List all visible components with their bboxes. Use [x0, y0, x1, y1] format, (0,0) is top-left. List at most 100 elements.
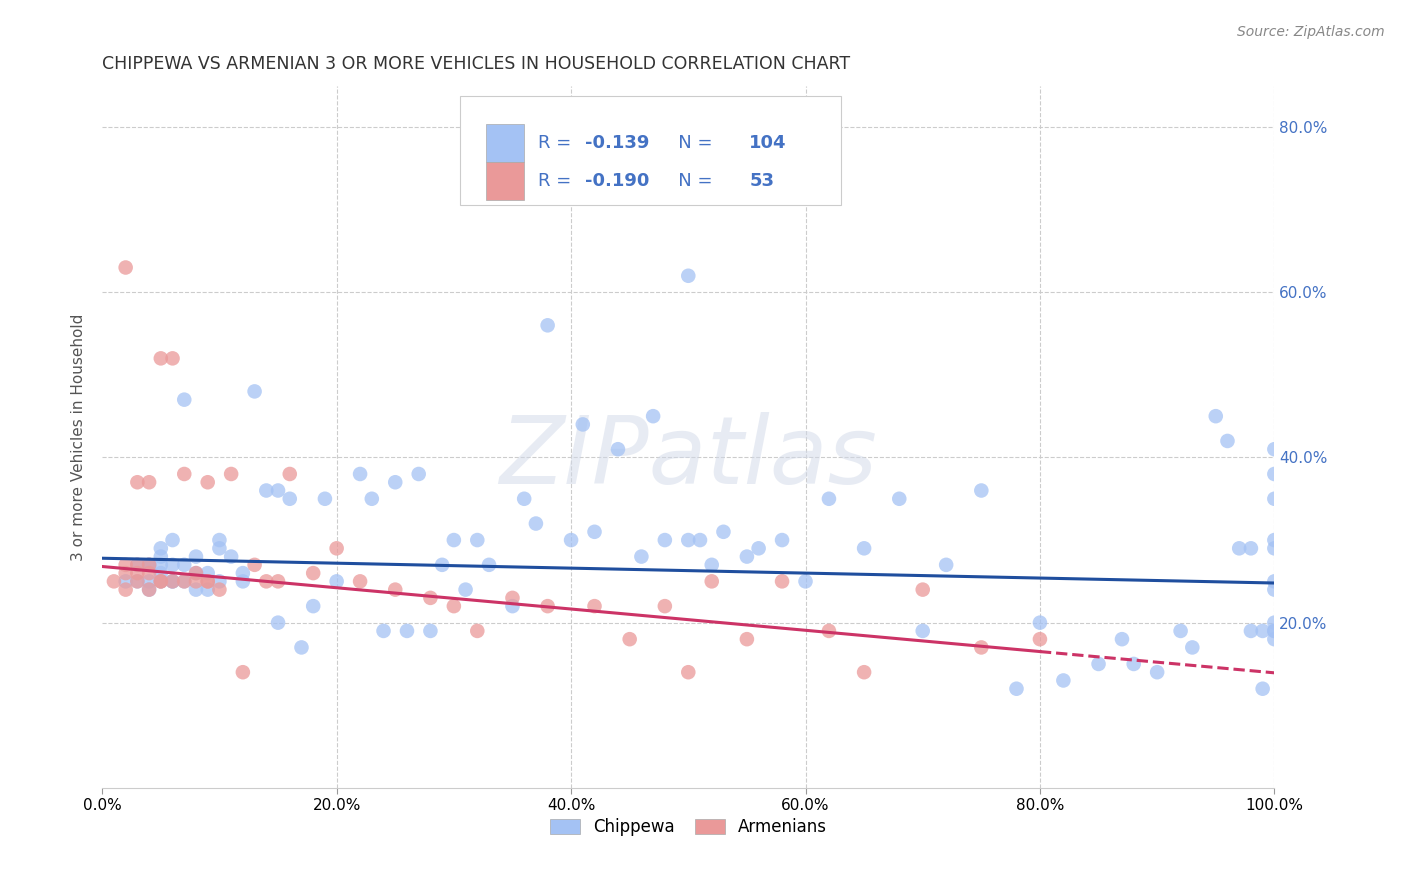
- Point: [184, 549, 207, 564]
- Point: [149, 566, 172, 580]
- Legend: Chippewa, Armenians: Chippewa, Armenians: [543, 812, 834, 843]
- Point: [818, 624, 841, 638]
- Point: [572, 417, 595, 432]
- Point: [1087, 657, 1109, 671]
- Point: [501, 599, 523, 614]
- Point: [114, 566, 136, 580]
- Point: [1263, 582, 1285, 597]
- Point: [325, 541, 347, 556]
- Point: [197, 574, 219, 589]
- Point: [278, 491, 301, 506]
- Text: CHIPPEWA VS ARMENIAN 3 OR MORE VEHICLES IN HOUSEHOLD CORRELATION CHART: CHIPPEWA VS ARMENIAN 3 OR MORE VEHICLES …: [103, 55, 851, 73]
- Point: [254, 574, 277, 589]
- Point: [219, 467, 242, 481]
- Point: [583, 599, 606, 614]
- Point: [384, 475, 406, 490]
- Point: [1263, 615, 1285, 630]
- Point: [794, 574, 817, 589]
- Point: [1263, 467, 1285, 481]
- Point: [103, 574, 125, 589]
- Point: [1216, 434, 1239, 448]
- Point: [935, 558, 957, 572]
- Point: [149, 351, 172, 366]
- Point: [524, 516, 547, 531]
- Point: [853, 541, 876, 556]
- Point: [465, 533, 488, 547]
- Point: [1251, 624, 1274, 638]
- Point: [560, 533, 582, 547]
- Point: [970, 640, 993, 655]
- Point: [162, 574, 184, 589]
- Point: [149, 558, 172, 572]
- Text: 104: 104: [749, 134, 787, 153]
- Point: [443, 533, 465, 547]
- Point: [302, 566, 325, 580]
- Point: [1181, 640, 1204, 655]
- Point: [184, 566, 207, 580]
- Point: [700, 574, 723, 589]
- Point: [654, 599, 676, 614]
- Point: [127, 574, 149, 589]
- Point: [219, 549, 242, 564]
- Point: [254, 483, 277, 498]
- Point: [162, 558, 184, 572]
- Point: [678, 268, 700, 283]
- Point: [114, 582, 136, 597]
- Point: [853, 665, 876, 680]
- Point: [395, 624, 418, 638]
- Point: [267, 615, 290, 630]
- Point: [149, 574, 172, 589]
- Point: [184, 574, 207, 589]
- Point: [208, 574, 231, 589]
- Point: [1240, 624, 1263, 638]
- Point: [138, 558, 160, 572]
- Point: [607, 442, 630, 457]
- Point: [267, 483, 290, 498]
- Point: [149, 574, 172, 589]
- Point: [173, 467, 195, 481]
- Point: [232, 566, 254, 580]
- Point: [114, 558, 136, 572]
- Point: [1052, 673, 1074, 688]
- Point: [1005, 681, 1028, 696]
- Point: [114, 260, 136, 275]
- Point: [243, 384, 266, 399]
- Point: [1263, 624, 1285, 638]
- Point: [243, 558, 266, 572]
- Point: [127, 558, 149, 572]
- Point: [654, 533, 676, 547]
- FancyBboxPatch shape: [485, 124, 524, 162]
- Point: [1263, 541, 1285, 556]
- Point: [419, 591, 441, 605]
- Text: -0.139: -0.139: [585, 134, 650, 153]
- Point: [501, 591, 523, 605]
- Point: [290, 640, 312, 655]
- Point: [197, 574, 219, 589]
- Point: [197, 475, 219, 490]
- Text: 53: 53: [749, 172, 775, 190]
- Text: N =: N =: [661, 172, 718, 190]
- Y-axis label: 3 or more Vehicles in Household: 3 or more Vehicles in Household: [72, 313, 86, 560]
- Text: -0.190: -0.190: [585, 172, 650, 190]
- Point: [173, 574, 195, 589]
- Point: [127, 574, 149, 589]
- Point: [1263, 442, 1285, 457]
- Point: [114, 574, 136, 589]
- Point: [1029, 615, 1052, 630]
- Point: [478, 558, 501, 572]
- Point: [889, 491, 911, 506]
- Point: [138, 558, 160, 572]
- Point: [443, 599, 465, 614]
- Point: [1263, 533, 1285, 547]
- Point: [748, 541, 770, 556]
- Point: [162, 351, 184, 366]
- Point: [173, 574, 195, 589]
- Point: [173, 392, 195, 407]
- Point: [184, 566, 207, 580]
- Point: [513, 491, 536, 506]
- Point: [208, 541, 231, 556]
- Point: [127, 558, 149, 572]
- Point: [770, 533, 793, 547]
- Point: [149, 549, 172, 564]
- Point: [536, 599, 558, 614]
